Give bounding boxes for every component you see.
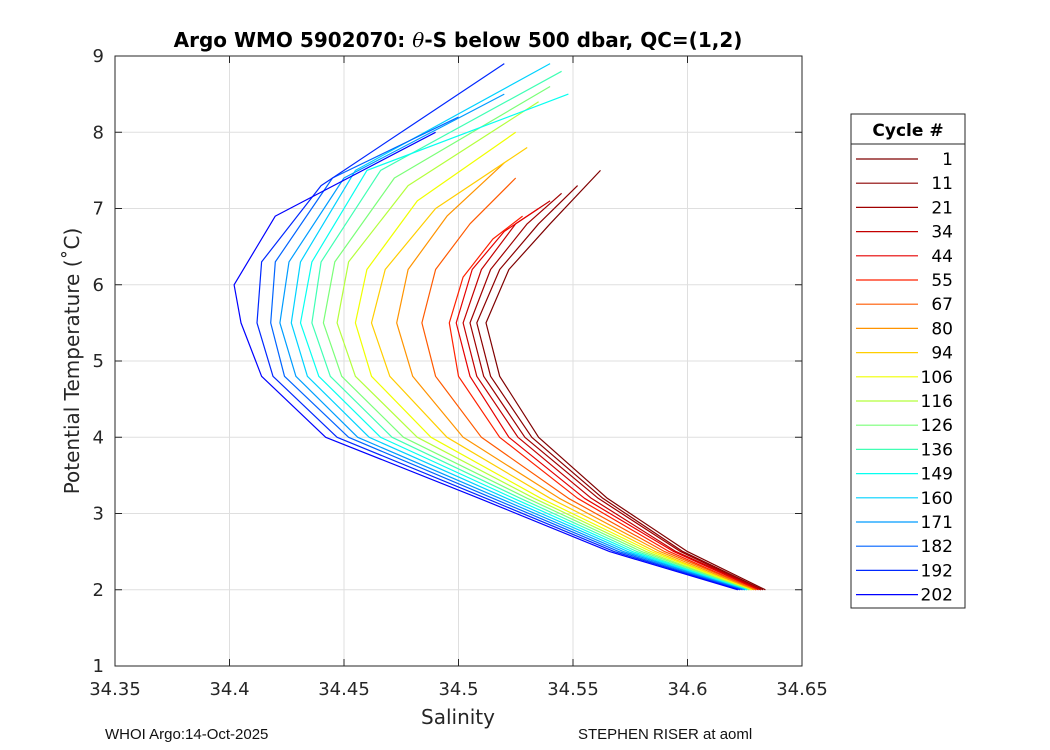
legend-label-cycle-171: 171 — [921, 513, 953, 533]
series-line-cycle-149 — [299, 93, 748, 591]
title-theta: θ — [412, 28, 424, 52]
series-line-cycle-67 — [421, 177, 757, 591]
legend-label-cycle-55: 55 — [931, 271, 953, 291]
y-tick-label: 4 — [93, 427, 104, 448]
legend-label-cycle-11: 11 — [931, 174, 953, 194]
series-line-cycle-116 — [336, 101, 750, 591]
legend-label-cycle-44: 44 — [931, 247, 953, 267]
y-tick-label: 9 — [93, 46, 104, 67]
series-line-cycle-11 — [476, 185, 764, 591]
y-tick-labels: 1 2 3 4 5 6 7 8 9 — [93, 46, 104, 677]
series-line-cycle-55 — [448, 215, 757, 591]
x-tick-labels: 34.35 34.4 34.45 34.5 34.55 34.6 34.65 — [89, 679, 828, 700]
legend-label-cycle-94: 94 — [931, 344, 953, 364]
legend-label-cycle-192: 192 — [921, 561, 953, 581]
series-line-cycle-192 — [256, 63, 741, 591]
legend-entries: 1112134445567809410611612613614916017118… — [856, 150, 953, 606]
x-tick-label: 34.45 — [318, 679, 370, 700]
y-tick-label: 6 — [93, 275, 104, 296]
footer-credit-right: STEPHEN RISER at aoml — [578, 726, 753, 743]
series-line-cycle-80 — [396, 162, 755, 591]
x-tick-label: 34.4 — [209, 679, 249, 700]
legend-label-cycle-34: 34 — [931, 223, 953, 243]
curves — [233, 63, 766, 591]
legend-label-cycle-21: 21 — [931, 198, 953, 218]
x-tick-label: 34.55 — [547, 679, 599, 700]
legend-label-cycle-182: 182 — [921, 537, 953, 557]
legend-box — [850, 113, 966, 609]
legend-label-cycle-126: 126 — [921, 416, 953, 436]
series-line-cycle-136 — [311, 70, 748, 591]
legend-label-cycle-136: 136 — [921, 440, 953, 460]
ticks — [114, 55, 803, 667]
legend-label-cycle-116: 116 — [921, 392, 953, 412]
legend-label-cycle-1: 1 — [942, 150, 953, 170]
legend-label-cycle-149: 149 — [921, 465, 953, 485]
series-line-cycle-202 — [233, 131, 739, 591]
footer-credit-left: WHOI Argo:14-Oct-2025 — [105, 726, 269, 743]
x-tick-label: 34.6 — [667, 679, 707, 700]
series-line-cycle-182 — [270, 116, 743, 591]
title-suffix: -S below 500 dbar, QC=(1,2) — [424, 28, 742, 52]
chart-title: Argo WMO 5902070: θ-S below 500 dbar, QC… — [174, 28, 743, 52]
y-tick-label: 5 — [93, 351, 104, 372]
x-tick-label: 34.5 — [438, 679, 478, 700]
legend-label-cycle-160: 160 — [921, 489, 953, 509]
title-prefix: Argo WMO 5902070: — [174, 28, 413, 52]
legend-label-cycle-67: 67 — [931, 295, 953, 315]
x-tick-label: 34.35 — [89, 679, 141, 700]
y-tick-label: 3 — [93, 504, 104, 525]
legend-label-cycle-202: 202 — [921, 586, 953, 606]
series-line-cycle-21 — [469, 192, 762, 591]
legend-label-cycle-80: 80 — [931, 319, 953, 339]
series-line-cycle-94 — [370, 147, 752, 591]
series-line-cycle-171 — [279, 93, 745, 591]
legend: Cycle # 11121344455678094106116126136149… — [850, 113, 966, 609]
series-line-cycle-126 — [322, 85, 750, 591]
x-tick-label: 34.65 — [776, 679, 828, 700]
series-line-cycle-44 — [455, 208, 759, 591]
y-tick-label: 1 — [93, 656, 104, 677]
legend-label-cycle-106: 106 — [921, 368, 953, 388]
y-tick-label: 7 — [93, 199, 104, 220]
legend-title: Cycle # — [872, 121, 943, 141]
series-line-cycle-106 — [354, 131, 752, 591]
y-axis-label: Potential Temperature (˚C) — [60, 228, 84, 495]
x-axis-label: Salinity — [421, 705, 495, 729]
y-tick-label: 8 — [93, 122, 104, 143]
series-line-cycle-34 — [462, 200, 762, 591]
y-tick-label: 2 — [93, 580, 104, 601]
series-line-cycle-160 — [290, 63, 745, 591]
series-line-cycle-1 — [485, 169, 766, 591]
